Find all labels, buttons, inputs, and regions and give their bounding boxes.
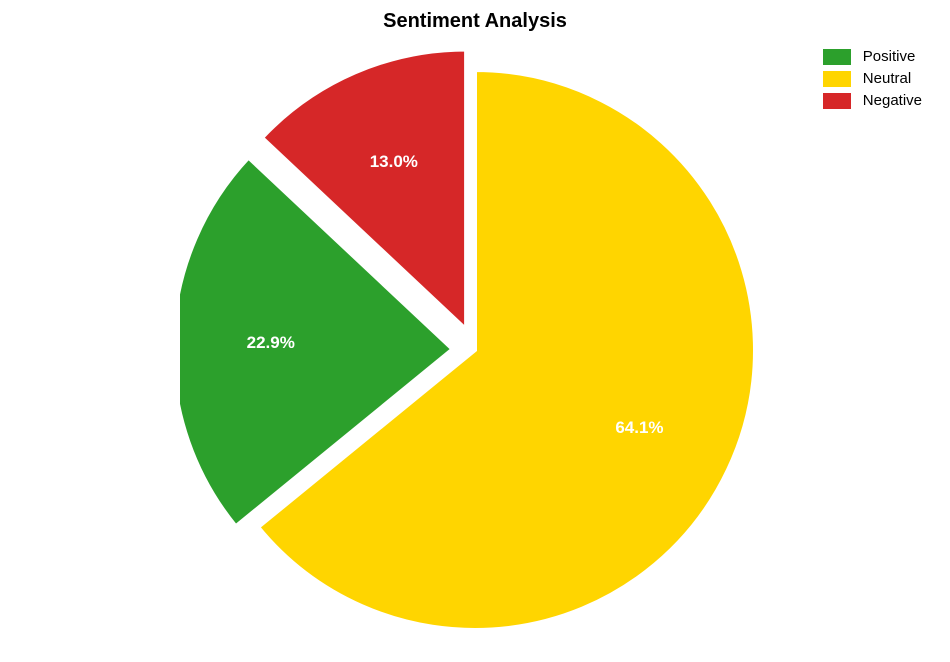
legend-swatch-negative [823, 93, 851, 109]
legend-item-positive: Positive [823, 48, 922, 65]
legend-label-neutral: Neutral [863, 70, 911, 87]
legend-swatch-positive [823, 49, 851, 65]
legend-swatch-neutral [823, 71, 851, 87]
sentiment-pie-chart: Sentiment Analysis 64.1% 22.9% 13.0% Posit… [0, 0, 950, 662]
legend-item-negative: Negative [823, 92, 922, 109]
slice-label-positive: 22.9% [247, 333, 295, 353]
slice-label-neutral: 64.1% [615, 418, 663, 438]
legend-label-negative: Negative [863, 92, 922, 109]
legend-item-neutral: Neutral [823, 70, 922, 87]
legend-label-positive: Positive [863, 48, 916, 65]
chart-title: Sentiment Analysis [0, 10, 950, 33]
slice-label-negative: 13.0% [370, 152, 418, 172]
legend: Positive Neutral Negative [823, 48, 922, 114]
